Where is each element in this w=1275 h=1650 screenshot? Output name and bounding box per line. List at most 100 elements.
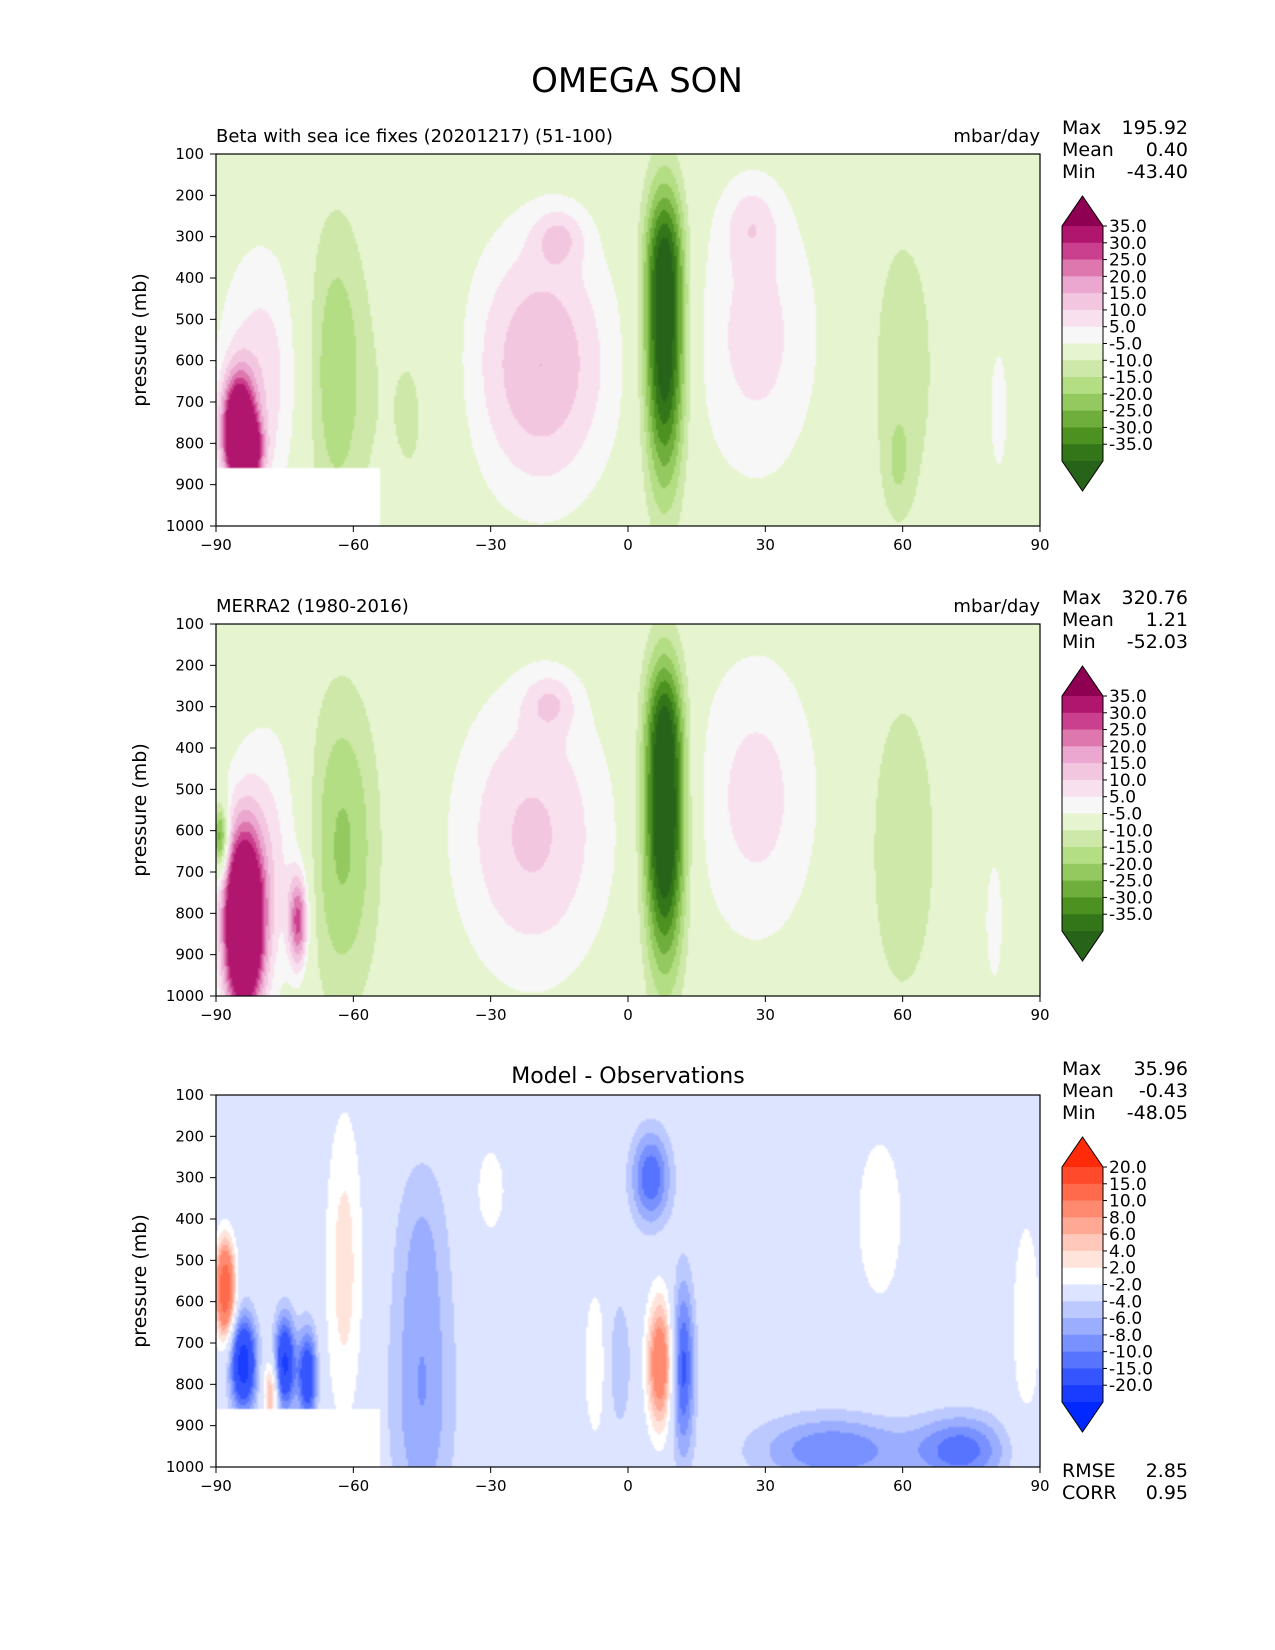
colorbar-level-label: -30.0: [1109, 888, 1153, 908]
stat-value-corr: 0.95: [1146, 1482, 1188, 1504]
colorbar-segment: [1062, 326, 1103, 344]
colorbar-level-label: 20.0: [1109, 1158, 1147, 1178]
stat-value-max: 320.76: [1122, 587, 1188, 609]
colorbar-extend-max: [1062, 666, 1103, 696]
colorbar-level-label: 10.0: [1109, 771, 1147, 791]
stat-label-max: Max: [1062, 587, 1101, 609]
x-tick-label: 60: [893, 1006, 912, 1024]
colorbar-level-label: -10.0: [1109, 821, 1153, 841]
colorbar-level-label: -20.0: [1109, 855, 1153, 875]
colorbar-segment: [1062, 1200, 1103, 1218]
colorbar-level-label: 8.0: [1109, 1208, 1136, 1228]
colorbar-level-label: 5.0: [1109, 788, 1136, 808]
colorbar-segment: [1062, 410, 1103, 428]
colorbar-segment: [1062, 779, 1103, 798]
stat-value-mean: 1.21: [1146, 609, 1188, 631]
colorbar-level-label: -10.0: [1109, 1343, 1153, 1363]
colorbar-level-label: 15.0: [1109, 1175, 1147, 1195]
colorbar-level-label: -30.0: [1109, 418, 1153, 438]
colorbar-segment: [1062, 796, 1103, 814]
colorbar-segment: [1062, 696, 1103, 714]
x-tick-label: −60: [338, 536, 370, 554]
colorbar-level-label: -20.0: [1109, 385, 1153, 405]
colorbar-segment: [1062, 242, 1103, 260]
colorbar-segment: [1062, 1267, 1103, 1285]
colorbar-level-label: 6.0: [1109, 1225, 1136, 1245]
colorbar-level-label: -35.0: [1109, 905, 1153, 925]
colorbar-level-label: 2.0: [1109, 1259, 1136, 1279]
y-tick-label: 800: [175, 904, 204, 922]
colorbar-segment: [1062, 393, 1103, 412]
y-tick-label: 500: [175, 1251, 204, 1269]
y-tick-label: 1000: [166, 987, 204, 1005]
x-tick-label: 30: [756, 536, 775, 554]
stat-label-mean: Mean: [1062, 609, 1114, 631]
y-tick-label: 500: [175, 310, 204, 328]
y-tick-label: 700: [175, 1334, 204, 1352]
y-tick-label: 1000: [166, 517, 204, 535]
y-tick-label: 900: [175, 476, 204, 494]
x-tick-label: 90: [1030, 1477, 1049, 1495]
colorbar-segment: [1062, 259, 1103, 277]
colorbar-segment: [1062, 360, 1103, 378]
colorbar-segment: [1062, 712, 1103, 730]
colorbar-level-label: 5.0: [1109, 318, 1136, 338]
colorbar-level-label: 15.0: [1109, 284, 1147, 304]
colorbar-segment: [1062, 343, 1103, 361]
colorbar-extend-max: [1062, 1137, 1103, 1167]
colorbar-level-label: -6.0: [1109, 1309, 1142, 1329]
stat-label-min: Min: [1062, 161, 1096, 183]
colorbar-segment: [1062, 1334, 1103, 1353]
y-axis-label: pressure (mb): [129, 273, 151, 407]
colorbar-level-label: -25.0: [1109, 402, 1153, 422]
colorbar-segment: [1062, 880, 1103, 898]
colorbar-level-label: -5.0: [1109, 805, 1142, 825]
colorbar: 35.030.025.020.015.010.05.0-5.0-10.0-15.…: [1061, 195, 1153, 492]
colorbar: 35.030.025.020.015.010.05.0-5.0-10.0-15.…: [1061, 665, 1153, 962]
y-tick-label: 600: [175, 352, 204, 370]
y-tick-label: 300: [175, 698, 204, 716]
colorbar-segment: [1062, 226, 1103, 244]
colorbar-extend-max: [1062, 196, 1103, 226]
colorbar-segment: [1062, 377, 1103, 395]
colorbar-level-label: -2.0: [1109, 1276, 1142, 1296]
colorbar-level-label: 35.0: [1109, 687, 1147, 707]
colorbar-segment: [1062, 1284, 1103, 1302]
colorbar-outline: [1061, 665, 1104, 962]
colorbar-level-label: 30.0: [1109, 704, 1147, 724]
colorbar-extend-min: [1062, 461, 1103, 491]
x-tick-label: 90: [1030, 1006, 1049, 1024]
y-axis-label: pressure (mb): [129, 743, 151, 877]
colorbar-level-label: 10.0: [1109, 1192, 1147, 1212]
colorbar-segment: [1062, 293, 1103, 311]
colorbar-level-label: 20.0: [1109, 737, 1147, 757]
y-tick-label: 200: [175, 656, 204, 674]
stat-label-max: Max: [1062, 1058, 1101, 1080]
colorbar-level-label: 35.0: [1109, 217, 1147, 237]
colorbar-segment: [1062, 427, 1103, 445]
x-tick-label: 0: [623, 536, 633, 554]
x-tick-label: 90: [1030, 536, 1049, 554]
x-tick-label: 0: [623, 1006, 633, 1024]
y-tick-label: 200: [175, 1127, 204, 1145]
colorbar-segment: [1062, 746, 1103, 764]
y-tick-label: 400: [175, 269, 204, 287]
panel-title-left: MERRA2 (1980-2016): [216, 596, 409, 617]
x-tick-label: −30: [475, 1006, 507, 1024]
x-tick-label: 60: [893, 536, 912, 554]
figure-title: OMEGA SON: [531, 61, 743, 101]
stat-value-min: -43.40: [1127, 161, 1188, 183]
colorbar-segment: [1062, 914, 1103, 932]
y-tick-label: 1000: [166, 1458, 204, 1476]
stat-label-min: Min: [1062, 631, 1096, 653]
y-tick-label: 700: [175, 393, 204, 411]
y-tick-label: 100: [175, 615, 204, 633]
y-tick-label: 400: [175, 739, 204, 757]
colorbar-segment: [1062, 1385, 1103, 1403]
x-tick-label: −60: [338, 1477, 370, 1495]
colorbar-level-label: 15.0: [1109, 754, 1147, 774]
colorbar-level-label: 25.0: [1109, 721, 1147, 741]
colorbar-level-label: -15.0: [1109, 1359, 1153, 1379]
panel-title: Model - Observations: [511, 1064, 744, 1089]
y-tick-label: 500: [175, 780, 204, 798]
